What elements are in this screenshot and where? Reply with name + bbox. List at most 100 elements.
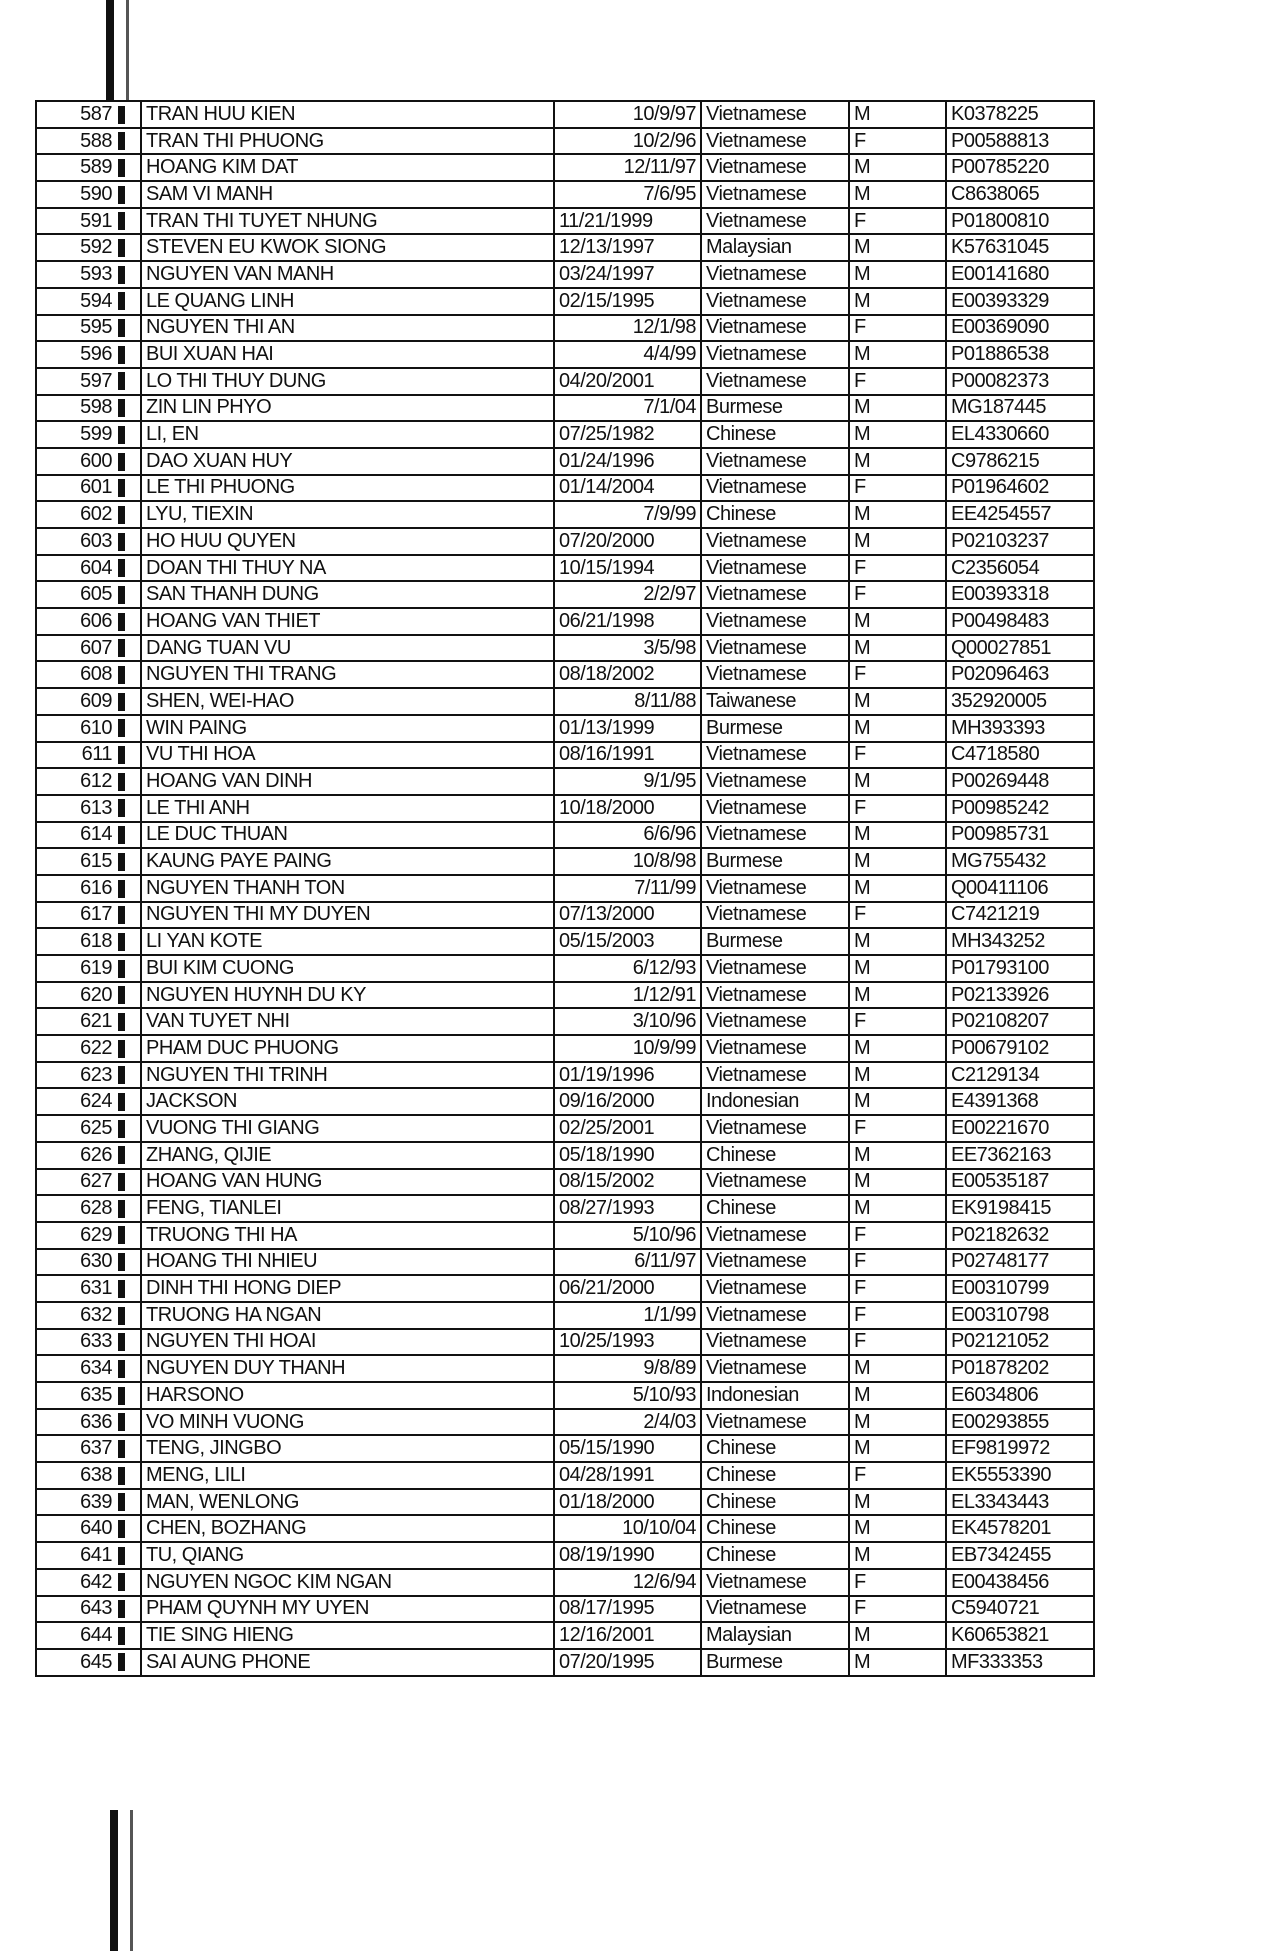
dob-cell: 03/24/1997 [553, 260, 702, 289]
dob-cell: 02/15/1995 [553, 286, 702, 316]
sex-cell: M [848, 1087, 947, 1117]
redaction-mark [116, 1060, 142, 1090]
table-row: 636 VO MINH VUONG 2/4/03 Vietnamese M E002938… [35, 1407, 1095, 1437]
nationality-cell: Vietnamese [700, 1220, 850, 1250]
passport-cell: E00221670 [945, 1114, 1095, 1143]
redaction-mark [116, 1114, 142, 1143]
row-number: 606 [35, 607, 116, 636]
passport-cell: EL4330660 [945, 420, 1095, 449]
table-row: 611 VU THI HOA 08/16/1991 Vietnamese F C47185… [35, 740, 1095, 770]
dob-cell: 10/25/1993 [553, 1327, 702, 1357]
redaction-mark [116, 1461, 142, 1490]
name-cell: TIE SING HIENG [140, 1621, 555, 1650]
passport-cell: P01793100 [945, 954, 1095, 983]
sex-cell: M [848, 1381, 947, 1410]
row-number: 634 [35, 1354, 116, 1383]
row-number: 636 [35, 1407, 116, 1437]
row-number: 588 [35, 126, 116, 156]
row-number: 628 [35, 1194, 116, 1223]
name-cell: VU THI HOA [140, 740, 555, 770]
sex-cell: M [848, 527, 947, 556]
name-cell: MENG, LILI [140, 1461, 555, 1490]
name-cell: NGUYEN THI HOAI [140, 1327, 555, 1357]
passport-cell: MG187445 [945, 393, 1095, 423]
row-number: 614 [35, 820, 116, 850]
row-number: 609 [35, 687, 116, 716]
dob-cell: 8/11/88 [553, 687, 702, 716]
nationality-cell: Vietnamese [700, 580, 850, 610]
row-number: 598 [35, 393, 116, 423]
passport-cell: P02121052 [945, 1327, 1095, 1357]
table-row: 593 NGUYEN VAN MANH 03/24/1997 Vietnamese M E… [35, 260, 1095, 289]
name-cell: DAO XUAN HUY [140, 446, 555, 476]
passport-cell: E00393329 [945, 286, 1095, 316]
redaction-mark [116, 206, 142, 236]
dob-cell: 04/28/1991 [553, 1461, 702, 1490]
passport-cell: EL3343443 [945, 1487, 1095, 1517]
row-number: 622 [35, 1034, 116, 1063]
dob-cell: 7/11/99 [553, 873, 702, 903]
table-row: 603 HO HUU QUYEN 07/20/2000 Vietnamese M P021… [35, 527, 1095, 556]
sex-cell: M [848, 1514, 947, 1544]
redaction-mark [116, 286, 142, 316]
passport-cell: E00369090 [945, 313, 1095, 343]
passport-cell: EK5553390 [945, 1461, 1095, 1490]
sex-cell: M [848, 954, 947, 983]
sex-cell: F [848, 740, 947, 770]
table-row: 644 TIE SING HIENG 12/16/2001 Malaysian M K60… [35, 1621, 1095, 1650]
table-row: 595 NGUYEN THI AN 12/1/98 Vietnamese F E00369… [35, 313, 1095, 343]
sex-cell: M [848, 633, 947, 663]
dob-cell: 10/8/98 [553, 847, 702, 876]
passport-cell: Q00411106 [945, 873, 1095, 903]
name-cell: VAN TUYET NHI [140, 1007, 555, 1037]
sex-cell: F [848, 553, 947, 583]
table-row: 597 LO THI THUY DUNG 04/20/2001 Vietnamese F… [35, 366, 1095, 396]
nationality-cell: Vietnamese [700, 553, 850, 583]
nationality-cell: Vietnamese [700, 900, 850, 930]
row-number: 599 [35, 420, 116, 449]
name-cell: FENG, TIANLEI [140, 1194, 555, 1223]
passport-cell: Q00027851 [945, 633, 1095, 663]
passport-cell: EE7362163 [945, 1140, 1095, 1170]
nationality-cell: Vietnamese [700, 1300, 850, 1330]
table-row: 643 PHAM QUYNH MY UYEN 08/17/1995 Vietnames… [35, 1594, 1095, 1624]
sex-cell: M [848, 420, 947, 449]
nationality-cell: Chinese [700, 1434, 850, 1464]
passport-cell: P01800810 [945, 206, 1095, 236]
scan-binding-mark-bottom [110, 1810, 118, 1951]
name-cell: STEVEN EU KWOK SIONG [140, 233, 555, 263]
table-row: 645 SAI AUNG PHONE 07/20/1995 Burmese M MF333… [35, 1647, 1095, 1677]
passport-cell: MH393393 [945, 713, 1095, 743]
nationality-cell: Chinese [700, 1140, 850, 1170]
sex-cell: F [848, 473, 947, 503]
row-number: 597 [35, 366, 116, 396]
dob-cell: 10/15/1994 [553, 553, 702, 583]
table-row: 639 MAN, WENLONG 01/18/2000 Chinese M EL33434… [35, 1487, 1095, 1517]
sex-cell: M [848, 820, 947, 850]
row-number: 596 [35, 340, 116, 369]
passport-cell: E00310798 [945, 1300, 1095, 1330]
redaction-mark [116, 153, 142, 183]
sex-cell: F [848, 366, 947, 396]
nationality-cell: Vietnamese [700, 473, 850, 503]
nationality-cell: Vietnamese [700, 340, 850, 369]
row-number: 595 [35, 313, 116, 343]
row-number: 625 [35, 1114, 116, 1143]
dob-cell: 07/20/2000 [553, 527, 702, 556]
nationality-cell: Taiwanese [700, 687, 850, 716]
table-row: 613 LE THI ANH 10/18/2000 Vietnamese F P00985… [35, 793, 1095, 823]
table-row: 629 TRUONG THI HA 5/10/96 Vietnamese F P02182… [35, 1220, 1095, 1250]
nationality-cell: Vietnamese [700, 446, 850, 476]
redaction-mark [116, 527, 142, 556]
name-cell: SAI AUNG PHONE [140, 1647, 555, 1677]
passport-cell: C2356054 [945, 553, 1095, 583]
nationality-cell: Chinese [700, 1194, 850, 1223]
nationality-cell: Vietnamese [700, 633, 850, 663]
passport-cell: C4718580 [945, 740, 1095, 770]
redaction-mark [116, 980, 142, 1010]
name-cell: VO MINH VUONG [140, 1407, 555, 1437]
nationality-cell: Chinese [700, 1487, 850, 1517]
row-number: 600 [35, 446, 116, 476]
redaction-mark [116, 1300, 142, 1330]
redaction-mark [116, 954, 142, 983]
